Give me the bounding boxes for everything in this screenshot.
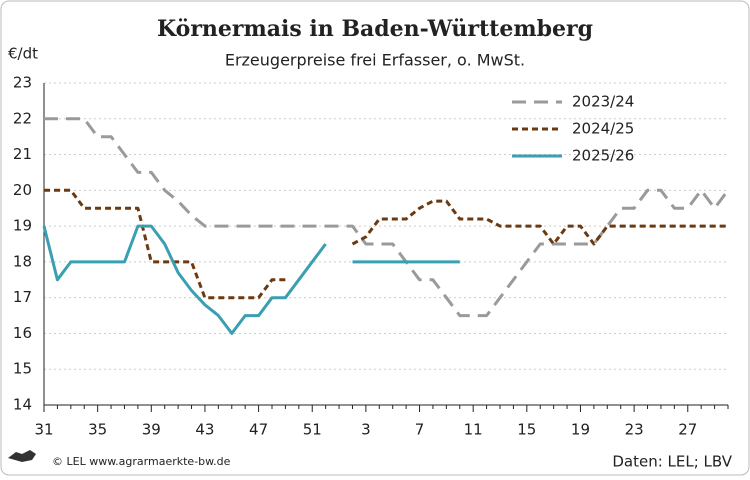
series-line bbox=[44, 117, 730, 318]
x-tick-label: 27 bbox=[678, 421, 697, 439]
y-tick-label: 22 bbox=[13, 109, 32, 127]
y-tick-label: 18 bbox=[13, 252, 32, 270]
legend-label: 2024/25 bbox=[572, 120, 634, 138]
y-tick-label: 14 bbox=[13, 396, 32, 414]
footer-left: © LEL www.agrarmaerkte-bw.de bbox=[52, 455, 231, 468]
y-tick-label: 19 bbox=[13, 217, 32, 235]
legend-label: 2023/24 bbox=[572, 93, 634, 111]
chart-subtitle: Erzeugerpreise frei Erfasser, o. MwSt. bbox=[225, 51, 525, 70]
y-tick-label: 15 bbox=[13, 360, 32, 378]
y-label: €/dt bbox=[8, 45, 38, 63]
legend-label: 2025/26 bbox=[572, 147, 634, 165]
x-tick-label: 19 bbox=[571, 421, 590, 439]
x-tick-label: 15 bbox=[517, 421, 536, 439]
x-tick-label: 51 bbox=[303, 421, 322, 439]
x-tick-label: 47 bbox=[249, 421, 268, 439]
footer-right: Daten: LEL; LBV bbox=[612, 453, 732, 471]
y-tick-label: 21 bbox=[13, 145, 32, 163]
chart-title: Körnermais in Baden-Württemberg bbox=[157, 16, 593, 42]
y-tick-label: 20 bbox=[13, 181, 32, 199]
x-tick-label: 39 bbox=[142, 421, 161, 439]
logo bbox=[8, 450, 36, 462]
y-tick-label: 17 bbox=[13, 288, 32, 306]
x-tick-label: 35 bbox=[88, 421, 107, 439]
x-tick-label: 31 bbox=[34, 421, 53, 439]
x-tick-label: 11 bbox=[464, 421, 483, 439]
series-line bbox=[44, 188, 728, 300]
x-tick-label: 7 bbox=[415, 421, 425, 439]
x-tick-label: 3 bbox=[361, 421, 371, 439]
y-tick-label: 23 bbox=[13, 74, 32, 92]
x-tick-label: 23 bbox=[625, 421, 644, 439]
series-line bbox=[42, 224, 460, 335]
y-tick-label: 16 bbox=[13, 324, 32, 342]
x-tick-label: 43 bbox=[195, 421, 214, 439]
